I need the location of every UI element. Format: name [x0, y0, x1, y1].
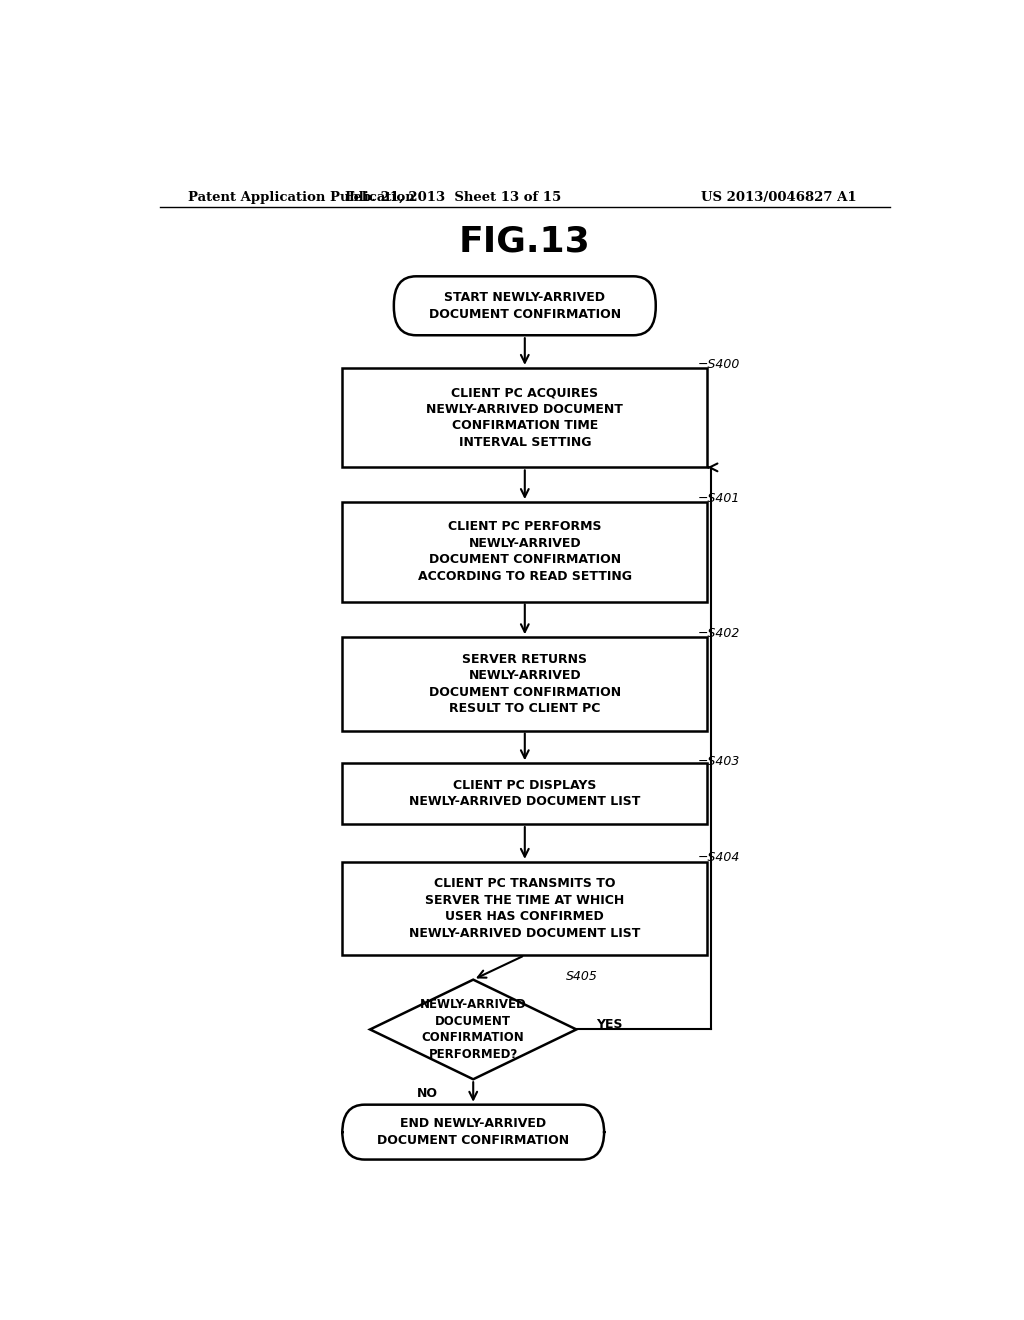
Text: −S404: −S404 — [697, 851, 740, 865]
Text: −S400: −S400 — [697, 358, 740, 371]
Text: FIG.13: FIG.13 — [459, 224, 591, 259]
Text: −S401: −S401 — [697, 492, 740, 506]
Text: S405: S405 — [566, 970, 598, 983]
Bar — [342, 763, 708, 824]
Text: NEWLY-ARRIVED
DOCUMENT
CONFIRMATION
PERFORMED?: NEWLY-ARRIVED DOCUMENT CONFIRMATION PERF… — [420, 998, 526, 1061]
Text: CLIENT PC PERFORMS
NEWLY-ARRIVED
DOCUMENT CONFIRMATION
ACCORDING TO READ SETTING: CLIENT PC PERFORMS NEWLY-ARRIVED DOCUMEN… — [418, 520, 632, 583]
Bar — [342, 502, 708, 602]
Text: START NEWLY-ARRIVED
DOCUMENT CONFIRMATION: START NEWLY-ARRIVED DOCUMENT CONFIRMATIO… — [429, 290, 621, 321]
FancyBboxPatch shape — [394, 276, 655, 335]
Text: Feb. 21, 2013  Sheet 13 of 15: Feb. 21, 2013 Sheet 13 of 15 — [345, 190, 561, 203]
Text: CLIENT PC TRANSMITS TO
SERVER THE TIME AT WHICH
USER HAS CONFIRMED
NEWLY-ARRIVED: CLIENT PC TRANSMITS TO SERVER THE TIME A… — [410, 878, 640, 940]
Text: CLIENT PC DISPLAYS
NEWLY-ARRIVED DOCUMENT LIST: CLIENT PC DISPLAYS NEWLY-ARRIVED DOCUMEN… — [410, 779, 640, 808]
Text: YES: YES — [596, 1018, 623, 1031]
Text: US 2013/0046827 A1: US 2013/0046827 A1 — [701, 190, 856, 203]
Polygon shape — [370, 979, 577, 1080]
Text: CLIENT PC ACQUIRES
NEWLY-ARRIVED DOCUMENT
CONFIRMATION TIME
INTERVAL SETTING: CLIENT PC ACQUIRES NEWLY-ARRIVED DOCUMEN… — [426, 387, 624, 449]
Text: END NEWLY-ARRIVED
DOCUMENT CONFIRMATION: END NEWLY-ARRIVED DOCUMENT CONFIRMATION — [377, 1117, 569, 1147]
Text: −S403: −S403 — [697, 755, 740, 768]
Text: Patent Application Publication: Patent Application Publication — [187, 190, 415, 203]
Text: NO: NO — [417, 1088, 437, 1101]
Bar — [342, 368, 708, 467]
Bar — [342, 638, 708, 731]
Text: −S402: −S402 — [697, 627, 740, 640]
Text: SERVER RETURNS
NEWLY-ARRIVED
DOCUMENT CONFIRMATION
RESULT TO CLIENT PC: SERVER RETURNS NEWLY-ARRIVED DOCUMENT CO… — [429, 652, 621, 715]
Bar — [342, 862, 708, 956]
FancyBboxPatch shape — [342, 1105, 604, 1159]
